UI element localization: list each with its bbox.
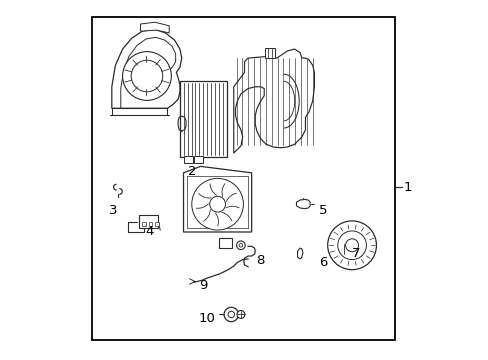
Bar xyxy=(264,48,275,58)
Circle shape xyxy=(227,311,234,318)
Bar xyxy=(194,156,203,163)
Text: 4: 4 xyxy=(145,225,153,238)
Polygon shape xyxy=(297,248,303,259)
Circle shape xyxy=(327,221,376,270)
Polygon shape xyxy=(296,199,309,209)
Circle shape xyxy=(237,311,244,319)
Circle shape xyxy=(239,243,242,247)
Bar xyxy=(92,17,394,339)
Bar xyxy=(183,156,192,163)
Bar xyxy=(155,222,159,226)
Circle shape xyxy=(209,196,225,212)
Text: 1: 1 xyxy=(403,181,411,194)
Text: 9: 9 xyxy=(199,279,207,292)
Text: 6: 6 xyxy=(319,256,327,269)
Text: 3: 3 xyxy=(109,204,118,217)
Circle shape xyxy=(339,244,348,253)
Polygon shape xyxy=(140,22,169,33)
Circle shape xyxy=(345,239,358,252)
Polygon shape xyxy=(112,30,182,108)
Text: 5: 5 xyxy=(319,204,327,217)
Bar xyxy=(219,238,231,248)
Bar xyxy=(142,222,145,226)
Text: 7: 7 xyxy=(351,247,359,260)
Text: 10: 10 xyxy=(198,311,215,325)
Circle shape xyxy=(131,60,163,92)
Circle shape xyxy=(236,241,244,249)
Text: 2: 2 xyxy=(188,165,196,177)
Polygon shape xyxy=(233,49,314,153)
Polygon shape xyxy=(183,166,251,232)
Bar xyxy=(139,215,158,228)
Bar xyxy=(148,222,152,226)
Bar xyxy=(180,81,226,157)
Circle shape xyxy=(122,51,171,100)
Text: 8: 8 xyxy=(256,254,264,267)
Circle shape xyxy=(224,307,238,321)
Circle shape xyxy=(191,179,243,230)
Circle shape xyxy=(337,231,366,260)
